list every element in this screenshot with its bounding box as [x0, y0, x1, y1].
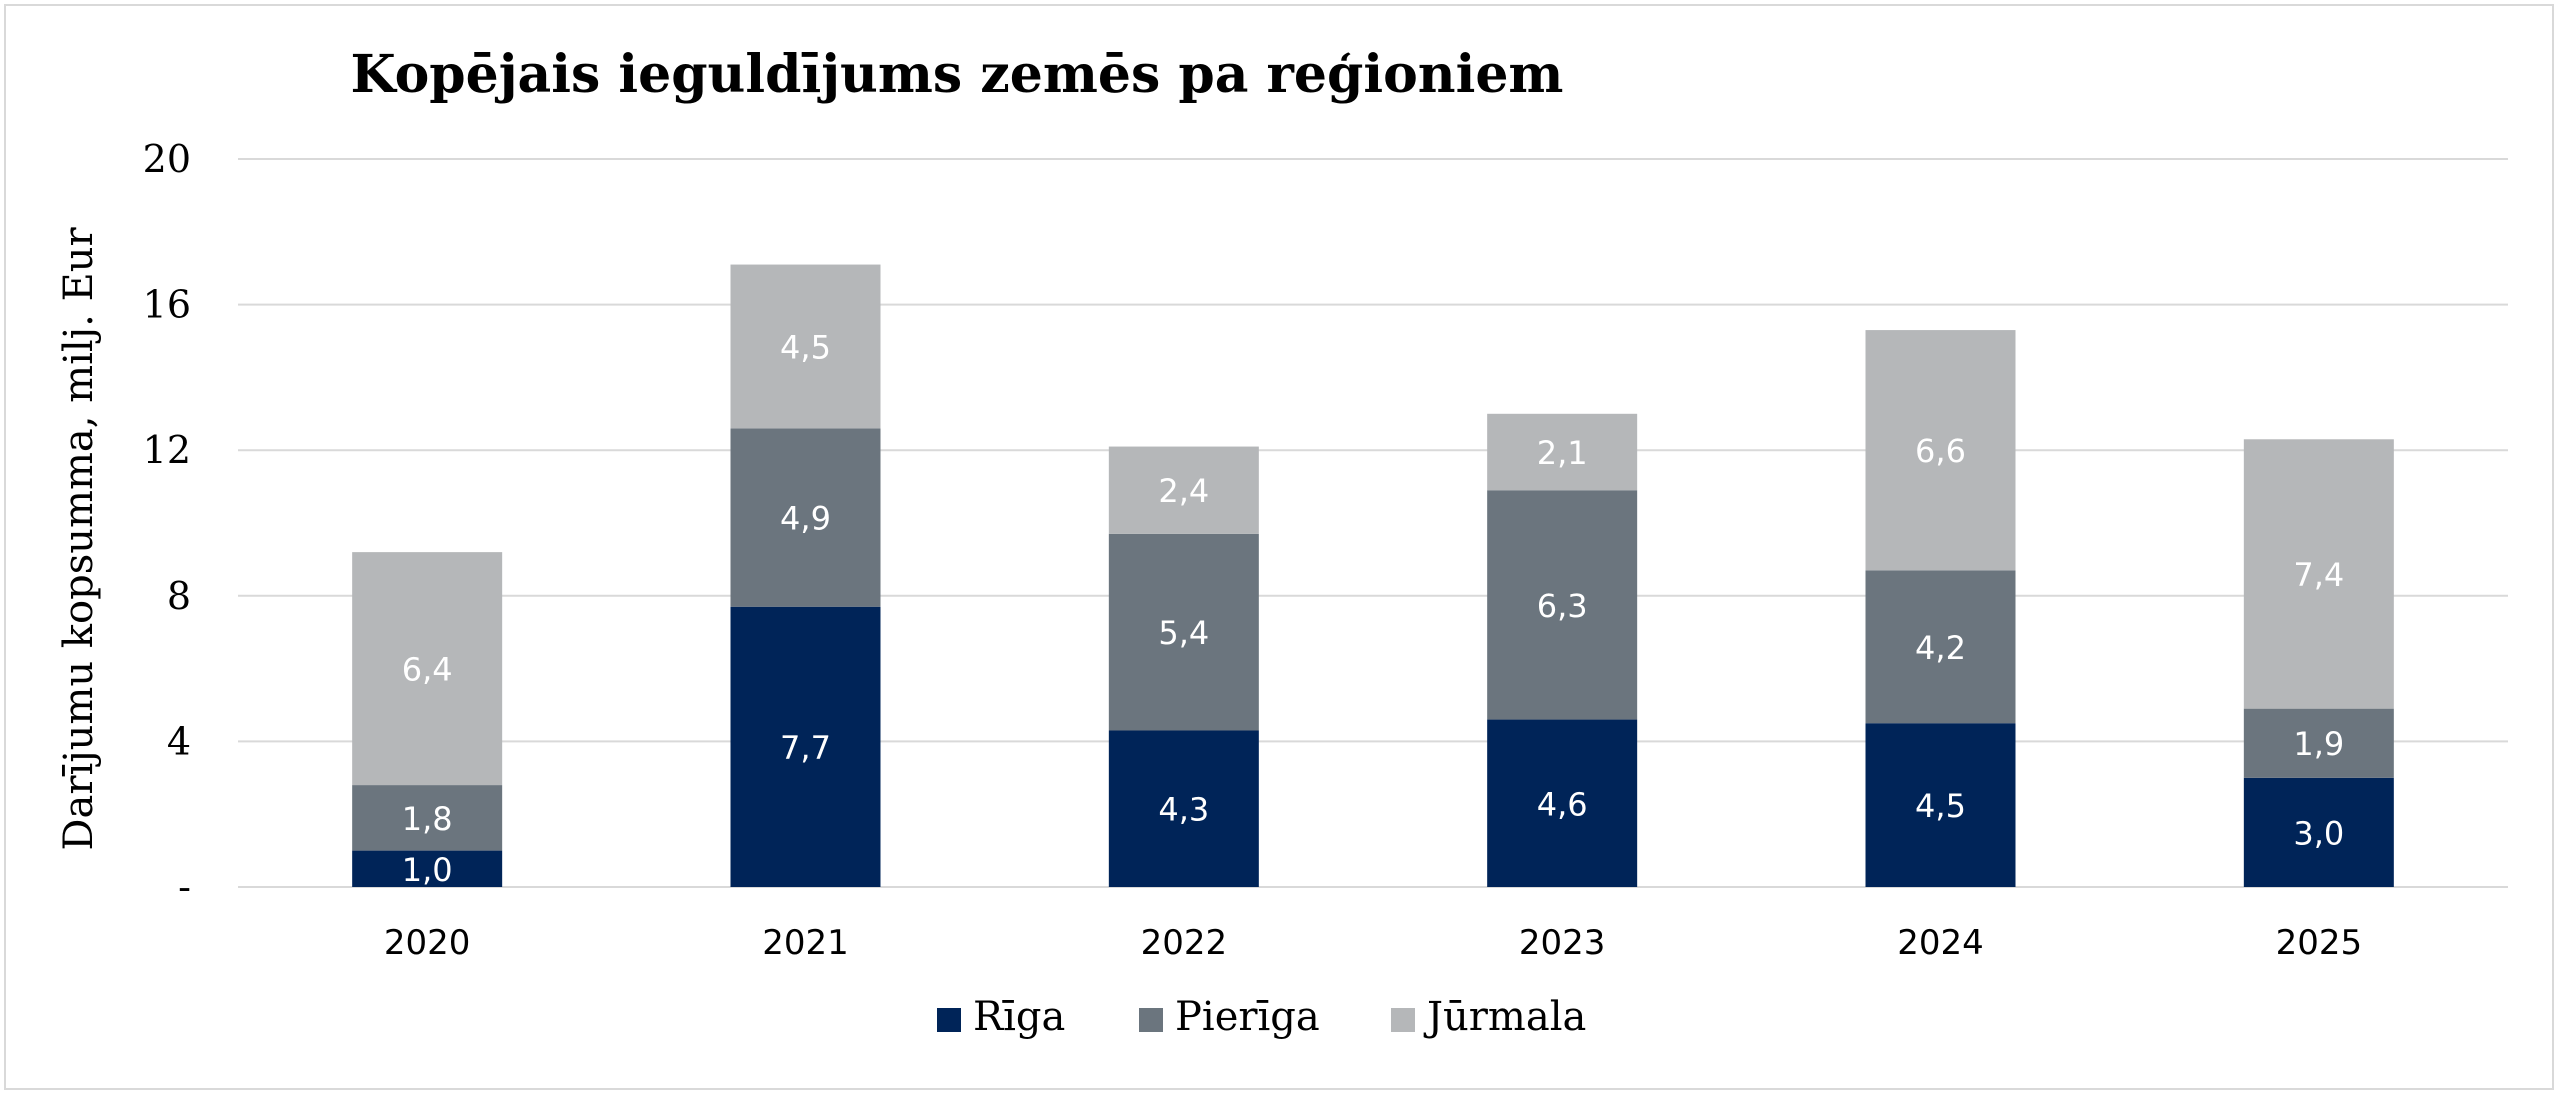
- data-label: 4,5: [780, 328, 831, 366]
- x-tick-label: 2022: [1141, 923, 1228, 963]
- y-axis-label: Darījumu kopsumma, milj. Eur: [56, 227, 102, 851]
- bar-segment: [2243, 708, 2394, 778]
- bar-segment: [2243, 439, 2394, 709]
- x-tick-label: 2023: [1519, 923, 1606, 963]
- y-tick-label: 20: [143, 137, 191, 181]
- y-tick-label: 12: [143, 428, 191, 472]
- data-label: 6,6: [1915, 432, 1966, 470]
- x-tick-label: 2020: [384, 923, 471, 963]
- x-axis-ticks: 2020 2021 2022 2023 2024 2025: [384, 923, 2362, 963]
- y-tick-label: 4: [167, 719, 191, 763]
- data-label: 6,3: [1537, 587, 1588, 625]
- data-label: 1,8: [402, 800, 453, 838]
- y-axis-ticks: - 4 8 12 16 20: [143, 137, 191, 909]
- y-tick-label: 8: [167, 574, 191, 618]
- bar-segment: [730, 428, 881, 607]
- legend: Rīga Pierīga Jūrmala: [937, 994, 1586, 1040]
- bar-segment: [352, 552, 503, 786]
- data-labels: 1,0 1,8 6,4 7,7 4,9 4,5 4,3 5,4 2,4 4,6 6,3 2,1 4,5 4…: [402, 328, 2345, 888]
- data-label: 2,1: [1537, 434, 1588, 472]
- bar-segment: [1487, 719, 1638, 887]
- legend-label: Jūrmala: [1423, 994, 1586, 1040]
- bar-segment: [1865, 570, 2016, 724]
- legend-swatch: [937, 1008, 961, 1032]
- data-label: 5,4: [1158, 614, 1209, 652]
- data-label: 4,2: [1915, 629, 1966, 667]
- data-label: 6,4: [402, 651, 453, 689]
- data-label: 7,7: [780, 729, 831, 767]
- legend-swatch: [1139, 1008, 1163, 1032]
- legend-label: Pierīga: [1175, 994, 1320, 1040]
- bar-segment: [352, 850, 503, 887]
- bar-segment: [1108, 446, 1259, 534]
- data-label: 4,5: [1915, 787, 1966, 825]
- x-tick-label: 2025: [2276, 923, 2363, 963]
- bar-segment: [1865, 723, 2016, 887]
- data-label: 1,9: [2293, 725, 2344, 763]
- data-label: 4,3: [1158, 791, 1209, 829]
- data-label: 4,9: [780, 500, 831, 538]
- x-tick-label: 2021: [762, 923, 849, 963]
- bar-segment: [1865, 330, 2016, 571]
- data-label: 4,6: [1537, 785, 1588, 823]
- data-label: 7,4: [2293, 556, 2344, 594]
- bar-segment: [1487, 413, 1638, 491]
- stacked-bar-chart: Kopējais ieguldījums zemēs pa reģioniem …: [56, 44, 2508, 1040]
- legend-label: Rīga: [973, 994, 1065, 1040]
- y-tick-label: -: [178, 865, 191, 909]
- bar-segment: [1487, 490, 1638, 720]
- legend-swatch: [1391, 1008, 1415, 1032]
- bar-segment: [730, 264, 881, 429]
- y-tick-label: 16: [143, 283, 191, 327]
- bar-segment: [1108, 730, 1259, 887]
- gridlines: [238, 158, 2508, 888]
- data-label: 1,0: [402, 851, 453, 889]
- bar-segment: [2243, 777, 2394, 887]
- chart-frame: Kopējais ieguldījums zemēs pa reģioniem …: [4, 4, 2554, 1090]
- bar-segment: [1108, 533, 1259, 731]
- bars: [352, 264, 2394, 887]
- data-label: 3,0: [2293, 814, 2344, 852]
- bar-segment: [352, 785, 503, 851]
- bar-segment: [730, 606, 881, 887]
- chart-title: Kopējais ieguldījums zemēs pa reģioniem: [351, 44, 1564, 105]
- data-label: 2,4: [1158, 472, 1209, 510]
- x-tick-label: 2024: [1897, 923, 1984, 963]
